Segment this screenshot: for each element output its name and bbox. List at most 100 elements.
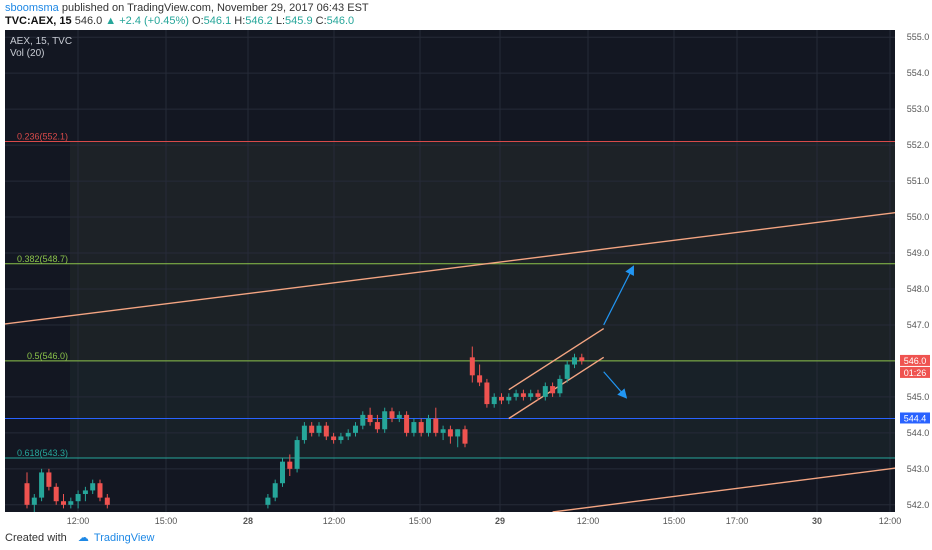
level-price-tag-bg [900,412,930,424]
y-tick-label: 554.0 [907,68,930,78]
candle-down [389,411,395,419]
x-tick-label: 15:00 [409,516,432,526]
price-axis[interactable] [895,30,932,512]
x-tick-label: 15:00 [155,516,178,526]
fib-zone [70,360,895,459]
candle-up [294,440,300,469]
published-text: published on TradingView.com, November 2… [61,2,369,14]
candle-up [265,497,271,505]
candle-up [506,396,512,401]
x-tick-label: 17:00 [726,516,749,526]
candle-down [477,375,483,383]
projection-arrow [603,265,634,326]
candle-down [323,425,329,437]
candle-up [360,414,366,426]
candle-down [535,393,541,397]
candle-down [331,436,337,441]
candle-down [367,414,373,423]
fib-level-label: 0.5(546.0) [27,351,68,361]
y-tick-label: 555.0 [907,32,930,42]
trend-line [552,467,895,512]
y-tick-label: 549.0 [907,248,930,258]
last-price: 546.0 [74,15,103,27]
candle-up [411,422,417,433]
last-price-tag: 546.0 [904,356,927,366]
candle-up [572,357,577,365]
candle-down [309,425,315,433]
candle-up [316,425,322,433]
tradingview-brand[interactable]: TradingView [93,532,155,544]
close-value: 546.0 [326,15,355,27]
y-tick-label: 550.0 [907,212,930,222]
close-label: C: [315,15,327,27]
candle-down [499,396,504,401]
y-tick-label: 545.0 [907,392,930,402]
y-tick-label: 544.0 [907,428,930,438]
candle-up [301,425,307,441]
candle-up [528,393,534,397]
candle-down [469,357,475,376]
candle-up [426,418,431,433]
open-label: O: [192,15,204,27]
y-tick-label: 543.0 [907,464,930,474]
candle-up [90,483,96,491]
high-label: H: [234,15,246,27]
candle-down [579,357,585,361]
fib-level-label: 0.236(552.1) [17,132,68,142]
candle-up [31,497,37,505]
candle-up [491,396,497,405]
candle-up [542,386,548,397]
plot-layer: 0.236(552.1) 0.382(548.7) 0.5(546.0) 0.618(… [5,30,895,512]
candle-down [404,414,410,433]
candle-down [104,497,110,505]
candle-up [353,425,358,433]
level-price-tag: 544.4 [904,413,927,423]
x-tick-label: 12:00 [879,516,902,526]
author-name[interactable]: sboomsma [5,2,59,14]
candle-down [46,472,52,487]
candle-down [418,422,424,433]
x-tick-label: 12:00 [323,516,346,526]
low-label: L: [275,15,286,27]
x-tick-label: 29 [495,516,505,526]
candle-down [53,486,59,502]
x-tick-label: 15:00 [663,516,686,526]
y-tick-label: 553.0 [907,104,930,114]
candle-down [61,501,66,505]
trend-line [5,211,895,325]
candle-up [82,490,88,495]
candle-up [557,378,563,394]
candle-down [97,483,103,498]
x-tick-label: 28 [243,516,253,526]
bar-countdown-tag-bg [900,366,930,378]
y-tick-label: 551.0 [907,176,930,186]
candle-down [447,429,453,437]
bar-countdown-tag: 01:26 [904,368,927,378]
channel-line [508,327,605,391]
open-value: 546.1 [203,15,232,27]
candle-up [39,472,45,498]
symbol-info: TVC:AEX, 15 546.0 ▲ +2.4 (+0.45%) O:546.… [5,15,354,27]
footer: Created with ☁ TradingView [5,531,154,544]
fib-level-label: 0.618(543.3) [17,448,68,458]
fib-zone [70,263,895,361]
candle-up [68,501,74,505]
candle-up [396,414,402,419]
fib-zone [70,141,895,264]
channel-line [508,356,605,420]
low-value: 545.9 [285,15,313,27]
y-tick-label: 548.0 [907,284,930,294]
created-with-text: Created with [5,532,67,544]
candle-up [382,411,388,430]
x-tick-label: 12:00 [577,516,600,526]
candle-up [440,429,446,433]
candle-down [287,461,293,469]
time-axis[interactable] [5,512,932,526]
candle-down [433,418,439,433]
candlestick-chart[interactable]: 0.236(552.1) 0.382(548.7) 0.5(546.0) 0.618(… [0,0,932,530]
volume-legend[interactable]: Vol (20) [10,48,45,59]
series-legend[interactable]: AEX, 15, TVC [10,36,73,47]
candle-down [24,483,30,505]
candle-up [338,436,344,441]
symbol-name: TVC:AEX, 15 [5,15,72,27]
